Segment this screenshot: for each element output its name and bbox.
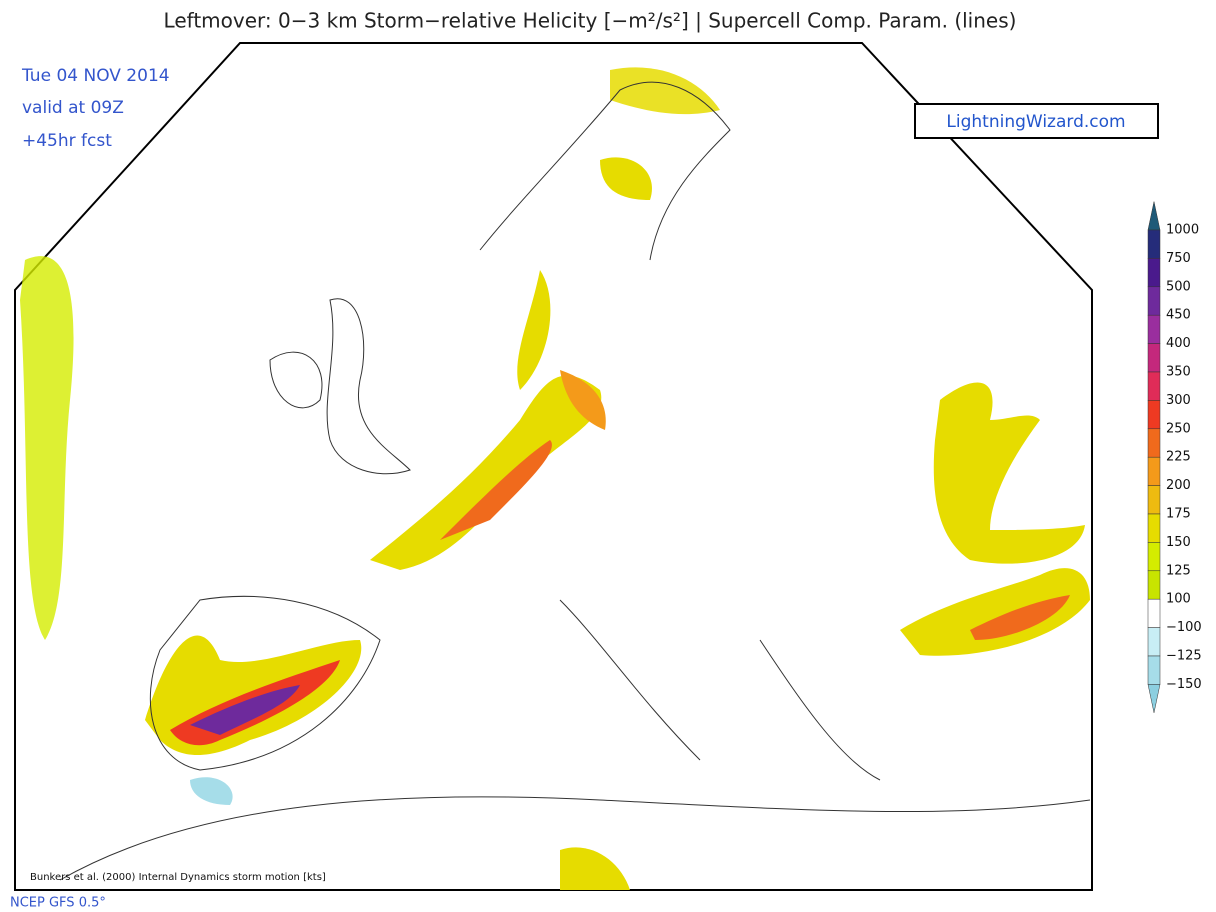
model-name: NCEP GFS 0.5°	[10, 896, 106, 911]
field	[560, 847, 630, 890]
colorbar-label: 250	[1166, 421, 1191, 436]
colorbar-swatch	[1147, 485, 1161, 515]
footnote: Bunkers et al. (2000) Internal Dynamics …	[30, 872, 326, 883]
field	[190, 777, 233, 805]
colorbar-swatch	[1147, 400, 1161, 430]
colorbar-label: 175	[1166, 507, 1191, 522]
map-frame	[14, 42, 1093, 891]
field	[190, 685, 300, 735]
colorbar-label: 225	[1166, 450, 1191, 465]
colorbar-label: 750	[1166, 251, 1191, 266]
field	[440, 440, 552, 540]
colorbar-swatch	[1147, 371, 1161, 401]
colorbar-cap	[1147, 684, 1161, 713]
colorbar-label: 500	[1166, 279, 1191, 294]
field	[20, 256, 74, 640]
field	[970, 595, 1070, 640]
field	[517, 270, 551, 390]
field	[560, 370, 606, 430]
colorbar-label: −125	[1166, 649, 1202, 664]
colorbar-label: 1000	[1166, 223, 1199, 238]
date: Tue 04 NOV 2014	[21, 66, 170, 86]
brand-box	[914, 103, 1159, 139]
valid-time: valid at 09Z	[22, 98, 124, 118]
colorbar-swatch	[1147, 655, 1161, 685]
brand: LightningWizard.com	[946, 112, 1125, 132]
colorbar-label: 300	[1166, 393, 1191, 408]
colorbar-swatch	[1147, 542, 1161, 572]
colorbar-swatch	[1147, 229, 1161, 259]
colorbar-swatch	[1147, 513, 1161, 543]
forecast-hour: +45hr fcst	[22, 131, 112, 151]
colorbar-label: 125	[1166, 563, 1191, 578]
field	[933, 382, 1085, 564]
colorbar-swatch	[1147, 428, 1161, 458]
colorbar-swatch	[1147, 570, 1161, 600]
colorbar-label: −150	[1166, 677, 1202, 692]
colorbar: 1000 750 500 450 400 350 300 250 225 200 175 150 125…	[1147, 201, 1202, 713]
colorbar-swatch	[1147, 286, 1161, 316]
field	[600, 157, 652, 200]
colorbar-label: 100	[1166, 592, 1191, 607]
colorbar-swatch	[1147, 314, 1161, 344]
title: Leftmover: 0−3 km Storm−relative Helicit…	[164, 9, 1017, 33]
colorbar-label: 150	[1166, 535, 1191, 550]
field	[370, 375, 602, 570]
map-area	[14, 42, 1093, 891]
colorbar-label: −100	[1166, 620, 1202, 635]
colorbar-swatch	[1147, 258, 1161, 288]
colorbar-label: 200	[1166, 478, 1191, 493]
colorbar-label: 400	[1166, 336, 1191, 351]
colorbar-swatch	[1147, 598, 1161, 628]
colorbar-swatch	[1147, 456, 1161, 486]
colorbar-label: 450	[1166, 308, 1191, 323]
field	[610, 67, 720, 115]
colorbar-label: 350	[1166, 365, 1191, 380]
colorbar-swatch	[1147, 343, 1161, 373]
field	[900, 568, 1090, 656]
colorbar-swatch	[1147, 627, 1161, 657]
coastlines	[59, 81, 1091, 881]
colorbar-cap	[1147, 201, 1161, 231]
